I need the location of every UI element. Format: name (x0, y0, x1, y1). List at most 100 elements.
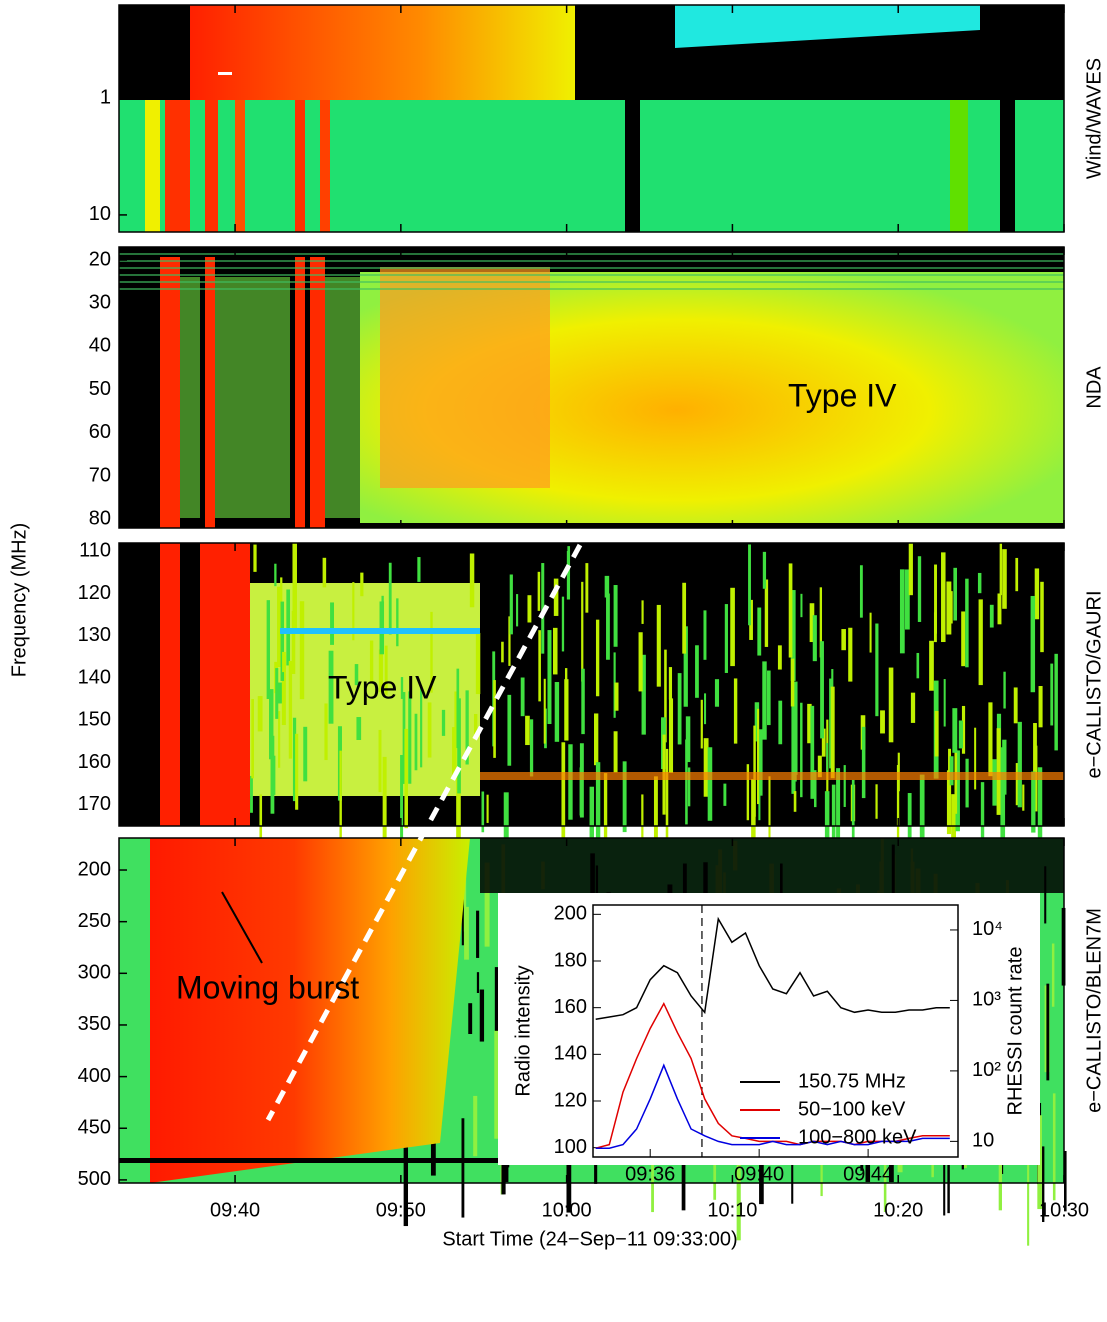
speckle (581, 581, 584, 682)
panel-frame (118, 542, 1065, 827)
speckle (275, 668, 279, 719)
speckle (461, 1118, 465, 1218)
speckle (953, 567, 957, 621)
speckle (378, 729, 382, 793)
speckle (463, 850, 467, 932)
band (280, 628, 480, 634)
speckle (328, 650, 334, 724)
y-tick-label: 130 (78, 624, 111, 646)
stripe (200, 543, 250, 826)
speckle (1002, 739, 1007, 795)
speckle (831, 784, 836, 852)
speckle (525, 715, 530, 746)
rfi (119, 267, 1064, 269)
speckle (1030, 595, 1036, 693)
speckle (402, 692, 406, 784)
stripe (145, 100, 160, 232)
speckle (934, 564, 937, 634)
speckle (360, 572, 364, 597)
speckle (281, 655, 286, 726)
speckle (917, 556, 922, 622)
speckle (595, 619, 600, 697)
speckle (1022, 784, 1025, 811)
speckle (724, 604, 728, 673)
speckle (746, 764, 750, 821)
speckle (595, 762, 601, 841)
speckle (961, 611, 966, 667)
speckle (843, 765, 846, 807)
band (480, 772, 1064, 780)
speckle (1050, 663, 1054, 726)
speckle (820, 641, 824, 739)
speckle (788, 563, 793, 658)
speckle (809, 603, 815, 643)
speckle (749, 599, 753, 640)
speckle (812, 615, 817, 662)
speckle (1051, 943, 1055, 1007)
speckle (468, 1003, 473, 1034)
speckle (665, 748, 669, 842)
speckle (352, 582, 355, 641)
y-tick-label: 120 (554, 1089, 587, 1111)
speckle (996, 728, 1001, 815)
speckle (723, 783, 727, 806)
speckle (824, 791, 830, 866)
x-tick-label: 09:50 (376, 1199, 426, 1221)
speckle (400, 754, 404, 855)
speckle (703, 610, 707, 660)
speckle (566, 1149, 572, 1213)
speckle (965, 578, 969, 668)
series-line (595, 1063, 950, 1149)
speckle (777, 645, 782, 670)
speckle (481, 791, 485, 833)
speckle (603, 773, 608, 851)
speckle (998, 1136, 1002, 1211)
speckle (396, 598, 399, 647)
speckle (685, 739, 688, 825)
speckle (476, 910, 480, 958)
speckle (641, 794, 644, 848)
speckle (748, 544, 751, 626)
speckle (1063, 1150, 1067, 1212)
speckle (581, 668, 585, 735)
y-tick-label: 100 (554, 1136, 587, 1158)
rfi (119, 288, 1064, 290)
y-tick-label: 170 (78, 793, 111, 815)
y-tick-label: 80 (89, 508, 111, 530)
speckle (547, 630, 552, 725)
speckle (456, 668, 460, 749)
y-tick-label: 400 (78, 1065, 111, 1087)
y-tick-label: 70 (89, 464, 111, 486)
x-tick-label: 09:36 (625, 1163, 675, 1185)
speckle (484, 862, 490, 947)
stripe (165, 100, 190, 232)
speckle (369, 640, 374, 683)
speckle (651, 1125, 654, 1213)
panel-frame (118, 837, 1065, 1184)
speckle (1002, 549, 1007, 609)
speckle (905, 569, 910, 630)
speckle (759, 1144, 764, 1205)
speckle (819, 587, 823, 658)
speckle (682, 582, 687, 654)
speckle (520, 677, 525, 717)
y-tick-label: 120 (78, 582, 111, 604)
speckle (553, 627, 558, 675)
speckle (955, 750, 960, 832)
speckle (1046, 983, 1050, 1081)
speckle (543, 678, 546, 744)
speckle (561, 596, 565, 652)
speckle (1027, 1143, 1030, 1246)
y-tick-label: 50 (89, 378, 111, 400)
x-tick-label: 10:20 (873, 1199, 923, 1221)
speckle (999, 543, 1003, 596)
speckle (668, 667, 673, 700)
speckle (700, 699, 703, 749)
green-band (1015, 100, 1064, 232)
speckle (501, 1151, 506, 1195)
speckle (473, 1095, 478, 1157)
legend-label: 50−100 keV (798, 1098, 906, 1120)
speckle (793, 791, 797, 812)
speckle (494, 967, 499, 1076)
speckle (757, 708, 760, 805)
